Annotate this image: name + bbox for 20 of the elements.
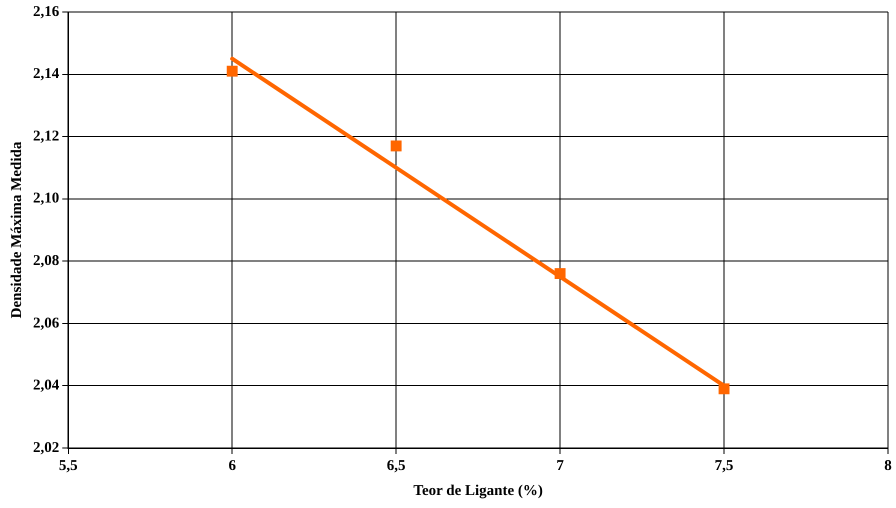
x-tick-label: 6 <box>228 458 236 474</box>
x-axis-title: Teor de Ligante (%) <box>413 482 543 499</box>
x-tick-label: 8 <box>884 458 892 474</box>
y-axis-title: Densidade Máxima Medida <box>8 141 25 318</box>
y-tick-label: 2,04 <box>33 378 60 394</box>
x-tick-label: 6,5 <box>386 458 406 474</box>
x-tick-label: 7,5 <box>714 458 734 474</box>
y-tick-label: 2,12 <box>33 128 60 144</box>
y-tick-label: 2,08 <box>33 253 60 270</box>
x-tick-label: 5,5 <box>58 458 78 474</box>
point <box>718 383 730 394</box>
y-tick-label: 2,02 <box>33 440 60 456</box>
point <box>226 66 238 77</box>
y-tick-label: 2,06 <box>33 315 60 332</box>
point <box>554 268 566 280</box>
y-tick-label: 2,14 <box>33 66 60 82</box>
x-tick-label: 7 <box>556 458 564 474</box>
point <box>390 140 402 152</box>
y-tick-label: 2,16 <box>33 4 60 20</box>
y-tick-label: 2,10 <box>33 190 60 207</box>
